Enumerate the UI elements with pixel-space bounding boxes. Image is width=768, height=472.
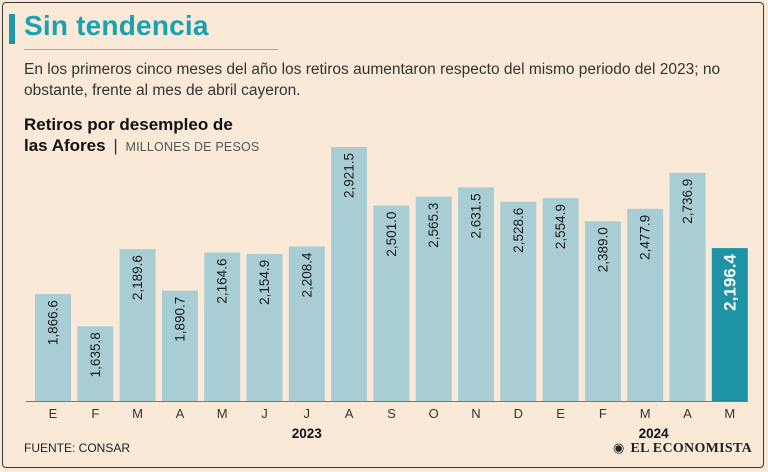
- bar: [584, 221, 621, 401]
- bar: [669, 172, 706, 401]
- units-label: MILLONES DE PESOS: [125, 140, 260, 154]
- data-label: 1,866.6: [46, 300, 61, 345]
- x-tick-label: M: [217, 406, 228, 421]
- brand-name: EL ECONOMISTA: [630, 441, 752, 456]
- bar: [331, 146, 368, 401]
- data-label: 2,164.6: [215, 259, 230, 304]
- chart-heading: Retiros por desempleo de las Afores | MI…: [24, 114, 259, 158]
- x-tick-label: J: [261, 406, 268, 421]
- bar: [500, 201, 537, 401]
- x-tick-label: E: [556, 406, 565, 421]
- x-tick-label: M: [132, 406, 143, 421]
- data-label: 2,921.5: [342, 153, 357, 198]
- x-tick-label: E: [49, 406, 58, 421]
- x-tick-label: M: [640, 406, 651, 421]
- chart-heading-line2: las Afores: [24, 136, 106, 155]
- x-tick-label: N: [471, 406, 480, 421]
- bar: [415, 196, 452, 401]
- data-label: 2,554.9: [553, 204, 568, 249]
- bar: [161, 290, 198, 401]
- x-tick-label: J: [304, 406, 311, 421]
- x-tick-label: D: [514, 406, 523, 421]
- x-tick-label: O: [429, 406, 439, 421]
- data-label: 2,736.9: [680, 179, 695, 224]
- title-underline: [24, 49, 278, 50]
- bar: [542, 198, 579, 401]
- data-label: 2,501.0: [384, 212, 399, 257]
- bar: [119, 249, 156, 401]
- brand-logo: ◉ EL ECONOMISTA: [613, 440, 752, 457]
- x-tick-label: F: [91, 406, 99, 421]
- data-label: 2,477.9: [638, 215, 653, 260]
- bar: [373, 205, 410, 401]
- bar: [627, 208, 664, 401]
- chart-heading-line2-wrap: las Afores | MILLONES DE PESOS: [24, 135, 259, 158]
- x-tick-label: A: [176, 406, 185, 421]
- data-label: 2,208.4: [299, 252, 314, 298]
- data-label: 2,189.6: [130, 255, 145, 300]
- x-tick-label: F: [599, 406, 607, 421]
- data-label: 2,631.5: [469, 193, 484, 238]
- bar: [246, 253, 283, 401]
- chart-heading-line1: Retiros por desempleo de: [24, 115, 233, 134]
- brand-mark-icon: ◉: [613, 440, 625, 455]
- page-title: Sin tendencia: [24, 10, 209, 41]
- data-label: 1,635.8: [88, 332, 103, 377]
- data-label: 2,154.9: [257, 260, 272, 305]
- bar: [288, 246, 325, 401]
- x-tick-label: M: [724, 406, 735, 421]
- bar: [35, 294, 71, 401]
- x-tick-label: S: [387, 406, 396, 421]
- subtitle: En los primeros cinco meses del año los …: [24, 61, 721, 99]
- data-label: 1,890.7: [172, 297, 187, 342]
- year-label: 2024: [639, 426, 670, 441]
- data-label: 2,565.3: [426, 203, 441, 248]
- source-note: FUENTE: CONSAR: [24, 441, 131, 455]
- data-label: 2,389.0: [595, 227, 610, 272]
- data-label: 2,196.4: [720, 254, 739, 311]
- units-separator: |: [113, 136, 118, 155]
- x-tick-label: A: [683, 406, 692, 421]
- bar: [77, 326, 114, 401]
- infographic-frame: [2, 2, 764, 468]
- bar: [458, 187, 494, 401]
- title-accent-bar: [9, 14, 15, 44]
- x-tick-label: A: [345, 406, 354, 421]
- bar: [204, 252, 241, 401]
- data-label: 2,528.6: [511, 208, 526, 253]
- year-label: 2023: [292, 426, 323, 441]
- bar: [711, 248, 748, 401]
